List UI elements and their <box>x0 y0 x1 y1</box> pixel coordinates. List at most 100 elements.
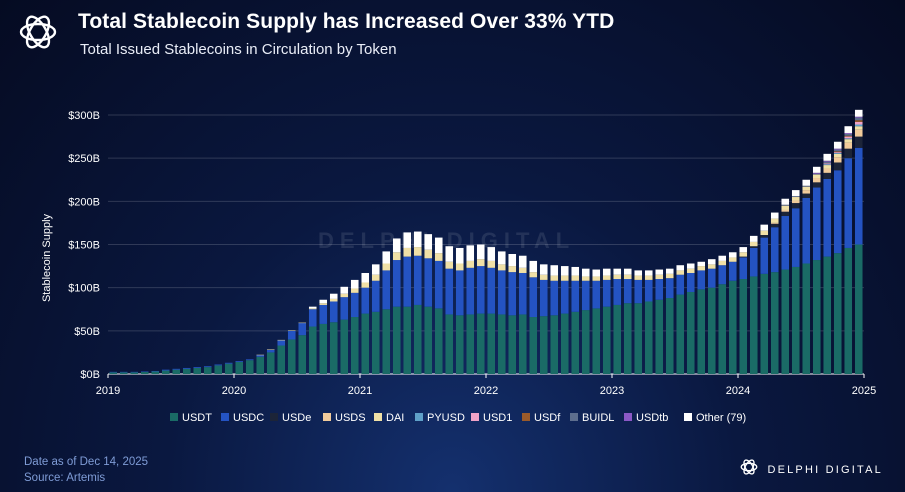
bar-segment-dai <box>371 274 380 281</box>
bar-segment-usde <box>781 211 790 217</box>
bar-stack <box>413 231 422 374</box>
bar-segment-usdc <box>277 340 286 346</box>
bar-segment-usde <box>833 162 842 171</box>
bar-segment-usdc <box>707 268 716 288</box>
bar-segment-usdc <box>151 370 160 372</box>
bar-segment-pyusd <box>844 138 853 140</box>
bar-segment-other-79- <box>697 261 706 267</box>
bar-segment-usdc <box>718 265 727 285</box>
bar-segment-other-79- <box>760 224 769 231</box>
bar-stack <box>182 367 191 374</box>
bar-segment-usdt <box>760 273 769 374</box>
y-tick-label: $50B <box>74 326 100 338</box>
bar-segment-usd1 <box>844 136 853 139</box>
bar-segment-usdt <box>739 279 748 374</box>
bar-segment-dai <box>445 261 454 269</box>
x-tick-label: 2023 <box>600 385 624 397</box>
bar-segment-dai <box>644 275 653 280</box>
bar-segment-usdc <box>529 277 538 318</box>
bar-segment-usdc <box>623 279 632 304</box>
bar-segment-other-79- <box>340 286 349 294</box>
bar-segment-usdc <box>791 208 800 267</box>
bar-stack <box>728 252 737 374</box>
bar-segment-usds <box>833 157 842 163</box>
legend-label: USDS <box>335 412 366 424</box>
bar-stack <box>434 237 443 374</box>
bar-segment-dai <box>319 303 328 305</box>
bar-segment-other-79- <box>676 265 685 271</box>
bar-segment-usdt <box>812 260 821 374</box>
bar-segment-usdt <box>214 365 223 374</box>
bar-segment-other-79- <box>539 264 548 275</box>
bar-segment-usdtb <box>854 116 863 118</box>
legend-swatch <box>471 413 479 421</box>
bar-segment-usdc <box>329 301 338 323</box>
bar-segment-usdc <box>686 272 695 292</box>
bar-segment-other-79- <box>844 126 853 134</box>
bars <box>109 109 863 374</box>
legend-label: USDe <box>282 412 311 424</box>
bar-segment-usdc <box>728 261 737 281</box>
y-tick-label: $300B <box>68 110 100 122</box>
legend-swatch <box>570 413 578 421</box>
bar-segment-dai <box>581 276 590 281</box>
bar-segment-other-79- <box>634 270 643 276</box>
date-note: Date as of Dec 14, 2025 <box>24 456 149 468</box>
x-tick-label: 2022 <box>474 385 498 397</box>
bar-stack <box>203 366 212 374</box>
bar-segment-other-79- <box>434 237 443 254</box>
bar-segment-usdc <box>676 274 685 295</box>
bar-segment-usde <box>854 136 863 148</box>
bar-segment-usdc <box>697 270 706 290</box>
bar-segment-usdt <box>655 299 664 374</box>
y-tick-label: $150B <box>68 240 100 252</box>
bar-segment-other-79- <box>728 252 737 258</box>
bar-stack <box>770 212 779 374</box>
bar-segment-usdt <box>581 310 590 374</box>
bar-segment-usdc <box>581 280 590 311</box>
bar-segment-usdt <box>172 369 181 374</box>
bar-segment-usde <box>802 193 811 198</box>
bar-segment-usdt <box>277 345 286 374</box>
bar-segment-other-79- <box>550 265 559 276</box>
bar-stack <box>844 126 853 374</box>
bar-segment-usdc <box>613 279 622 305</box>
watermark: DELPHI DIGITAL <box>318 228 576 253</box>
bar-stack <box>161 369 170 374</box>
bar-segment-usdc <box>256 355 265 357</box>
bar-segment-dai <box>686 268 695 273</box>
bar-segment-dai <box>518 267 527 273</box>
bar-stack <box>749 235 758 374</box>
bar-stack <box>781 198 790 374</box>
bar-segment-usdt <box>571 311 580 374</box>
bar-segment-usdt <box>130 372 139 374</box>
bar-segment-other-79- <box>823 153 832 161</box>
bar-segment-usdc <box>130 371 139 373</box>
y-tick-label: $0B <box>80 369 100 381</box>
bar-segment-other-79- <box>403 232 412 248</box>
bar-segment-other-79- <box>781 198 790 205</box>
legend-swatch <box>170 413 178 421</box>
bar-stack <box>487 247 496 374</box>
legend-label: USDC <box>233 412 264 424</box>
bar-segment-other-79- <box>518 255 527 268</box>
bar-segment-dai <box>634 275 643 280</box>
bar-segment-usdc <box>497 270 506 315</box>
x-tick-label: 2021 <box>348 385 372 397</box>
bar-stack <box>445 246 454 374</box>
bar-segment-usdt <box>539 316 548 374</box>
bar-segment-usdt <box>445 314 454 374</box>
bar-segment-usdt <box>392 306 401 374</box>
legend-swatch <box>522 413 530 421</box>
bar-segment-usde <box>739 256 748 258</box>
bar-segment-usdf <box>833 151 842 153</box>
bar-segment-pyusd <box>823 164 832 166</box>
legend-label: USD1 <box>483 412 512 424</box>
bar-segment-usdt <box>770 272 779 374</box>
bar-stack <box>644 270 653 374</box>
bar-segment-usdc <box>361 287 370 314</box>
bar-stack <box>623 268 632 374</box>
bar-stack <box>466 245 475 374</box>
bar-segment-usdc <box>602 279 611 307</box>
